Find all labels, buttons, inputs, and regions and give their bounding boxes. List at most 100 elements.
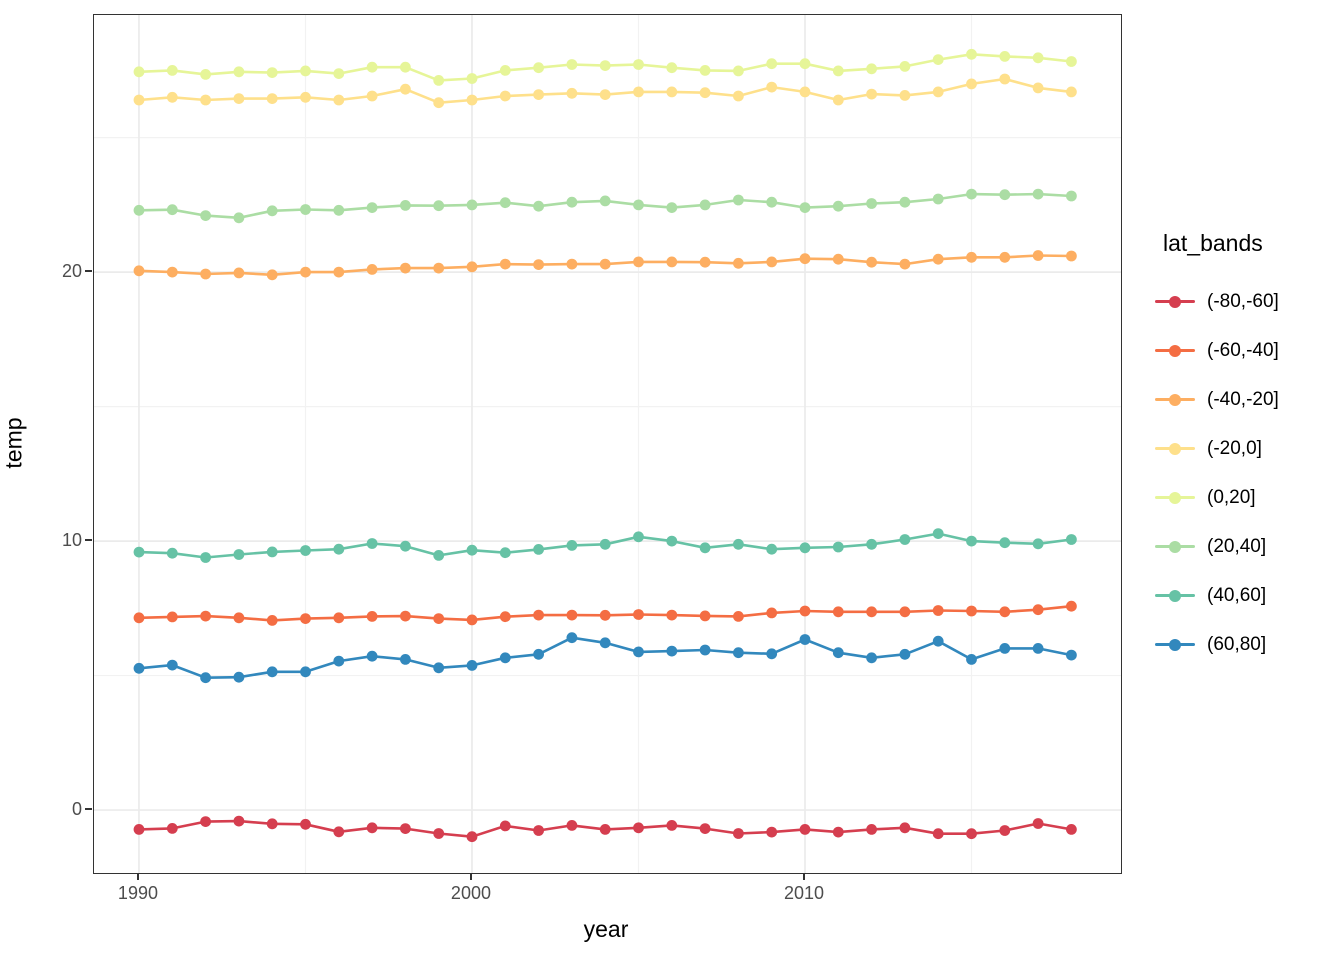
data-point-(40,60] bbox=[733, 538, 744, 550]
data-point-(0,20] bbox=[733, 65, 744, 77]
data-point-(40,60] bbox=[266, 546, 278, 558]
data-point-(40,60] bbox=[866, 538, 877, 550]
data-point-(-40,-20] bbox=[499, 258, 511, 270]
data-point-(-80,-60] bbox=[966, 828, 977, 840]
data-point-(-80,-60] bbox=[799, 824, 811, 835]
data-point-(-80,-60] bbox=[499, 820, 511, 832]
data-point-(-60,-40] bbox=[699, 610, 711, 622]
data-point-(40,60] bbox=[966, 535, 977, 547]
legend-key-icon bbox=[1155, 488, 1195, 508]
plot-area bbox=[94, 15, 1121, 873]
x-tick-label: 1990 bbox=[117, 883, 158, 903]
data-point-(-20,0] bbox=[699, 87, 711, 99]
data-point-(-20,0] bbox=[932, 86, 944, 98]
data-point-(-20,0] bbox=[366, 90, 378, 102]
data-point-(60,80] bbox=[966, 654, 977, 665]
data-point-(-80,-60] bbox=[166, 823, 178, 834]
data-point-(-60,-40] bbox=[966, 605, 977, 617]
legend-entry: (60,80] bbox=[1155, 620, 1344, 669]
data-point-(-20,0] bbox=[466, 94, 478, 106]
data-point-(-80,-60] bbox=[300, 818, 311, 830]
data-point-(-60,-40] bbox=[166, 611, 178, 623]
data-point-(60,80] bbox=[899, 648, 911, 660]
data-point-(-20,0] bbox=[266, 93, 278, 104]
legend-entries: (-80,-60] (-60,-40] (-40,-20] (-20,0] (0,20]… bbox=[1155, 277, 1344, 669]
data-point-(20,40] bbox=[366, 202, 378, 214]
data-point-(0,20] bbox=[966, 48, 977, 60]
data-point-(-40,-20] bbox=[699, 256, 711, 268]
data-point-(-60,-40] bbox=[932, 605, 944, 616]
data-point-(60,80] bbox=[133, 662, 145, 674]
data-point-(-60,-40] bbox=[866, 606, 877, 618]
legend-title: lat_bands bbox=[1163, 230, 1263, 256]
data-point-(60,80] bbox=[166, 659, 178, 671]
data-point-(0,20] bbox=[466, 73, 478, 84]
legend-entry: (40,60] bbox=[1155, 571, 1344, 620]
data-point-(20,40] bbox=[832, 200, 844, 212]
data-point-(60,80] bbox=[300, 666, 311, 678]
legend-key-icon bbox=[1155, 635, 1195, 655]
data-point-(-20,0] bbox=[832, 94, 844, 106]
data-point-(-20,0] bbox=[300, 91, 311, 103]
data-point-(20,40] bbox=[666, 202, 678, 214]
data-point-(-40,-20] bbox=[899, 258, 911, 270]
data-point-(-60,-40] bbox=[666, 609, 678, 621]
data-point-(60,80] bbox=[832, 647, 844, 659]
data-point-(60,80] bbox=[566, 632, 578, 644]
data-point-(-40,-20] bbox=[999, 251, 1011, 263]
data-point-(20,40] bbox=[333, 204, 345, 216]
legend-key-icon bbox=[1155, 390, 1195, 410]
legend-label: (-40,-20] bbox=[1207, 388, 1279, 410]
data-point-(-60,-40] bbox=[366, 611, 378, 622]
data-point-(-40,-20] bbox=[633, 256, 644, 268]
data-point-(20,40] bbox=[433, 200, 445, 212]
data-point-(40,60] bbox=[1032, 538, 1044, 550]
data-point-(-80,-60] bbox=[333, 826, 345, 838]
data-point-(0,20] bbox=[766, 58, 778, 70]
data-point-(-60,-40] bbox=[832, 606, 844, 618]
data-point-(-40,-20] bbox=[233, 267, 245, 279]
data-point-(-20,0] bbox=[133, 94, 145, 106]
data-point-(-40,-20] bbox=[300, 266, 311, 278]
legend-label: (20,40] bbox=[1207, 535, 1267, 557]
data-point-(-40,-20] bbox=[599, 258, 611, 270]
data-point-(-20,0] bbox=[599, 89, 611, 100]
data-point-(0,20] bbox=[932, 54, 944, 65]
y-tick-mark bbox=[85, 270, 92, 273]
data-point-(-60,-40] bbox=[566, 609, 578, 621]
data-point-(20,40] bbox=[133, 204, 145, 216]
data-point-(-80,-60] bbox=[633, 822, 644, 834]
data-point-(-40,-20] bbox=[866, 256, 877, 268]
data-point-(-60,-40] bbox=[766, 607, 778, 619]
legend-label: (-20,0] bbox=[1207, 437, 1262, 459]
data-point-(-20,0] bbox=[899, 90, 911, 101]
legend-point-icon bbox=[1169, 638, 1181, 651]
data-point-(20,40] bbox=[966, 188, 977, 200]
data-point-(-60,-40] bbox=[633, 609, 644, 620]
legend: lat_bands (-80,-60] (-60,-40] (-40,-20] (-2… bbox=[1155, 230, 1344, 669]
data-point-(-20,0] bbox=[999, 73, 1011, 85]
data-point-(40,60] bbox=[1066, 534, 1077, 545]
data-point-(-40,-20] bbox=[166, 266, 178, 278]
data-point-(40,60] bbox=[633, 531, 644, 543]
y-tick-mark bbox=[85, 808, 92, 811]
legend-point-icon bbox=[1169, 393, 1181, 406]
data-point-(60,80] bbox=[1066, 649, 1077, 661]
data-point-(60,80] bbox=[999, 643, 1011, 654]
data-point-(20,40] bbox=[999, 189, 1011, 201]
data-point-(-80,-60] bbox=[899, 822, 911, 834]
data-point-(20,40] bbox=[932, 193, 944, 205]
data-point-(-20,0] bbox=[200, 94, 211, 106]
data-point-(-80,-60] bbox=[666, 820, 678, 831]
data-point-(-40,-20] bbox=[200, 268, 211, 280]
data-point-(60,80] bbox=[733, 647, 744, 659]
data-point-(-20,0] bbox=[233, 93, 245, 104]
data-point-(-60,-40] bbox=[799, 605, 811, 617]
data-point-(40,60] bbox=[233, 549, 245, 560]
legend-entry: (0,20] bbox=[1155, 473, 1344, 522]
data-point-(-20,0] bbox=[499, 90, 511, 102]
data-point-(-40,-20] bbox=[766, 256, 778, 268]
data-point-(-60,-40] bbox=[1066, 600, 1077, 612]
data-point-(20,40] bbox=[866, 198, 877, 209]
data-point-(0,20] bbox=[566, 59, 578, 70]
